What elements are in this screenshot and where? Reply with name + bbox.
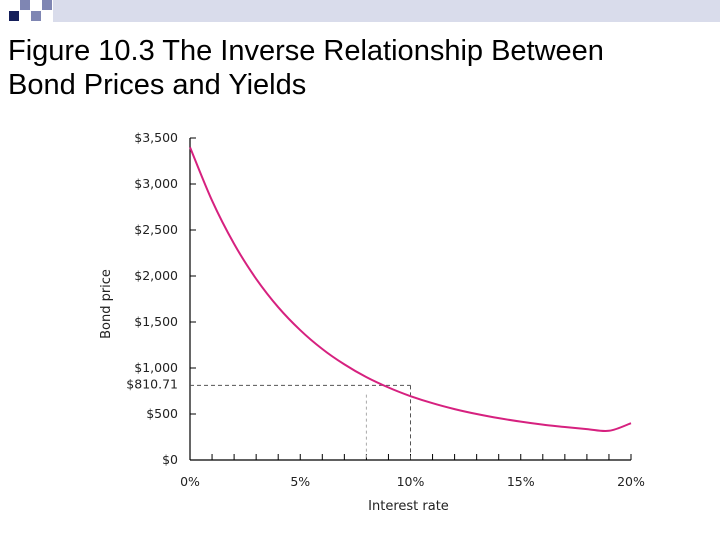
slide-title: Figure 10.3 The Inverse Relationship Bet… (8, 35, 604, 101)
y-tick-label: $1,000 (134, 360, 178, 375)
x-tick-label: 15% (507, 474, 535, 489)
x-tick-label: 20% (617, 474, 645, 489)
y-tick-label: $500 (146, 406, 178, 421)
title-decoration (0, 0, 720, 22)
y-tick-label: $3,000 (134, 176, 178, 191)
x-tick-label: 5% (290, 474, 310, 489)
y-axis-title: Bond price (99, 269, 114, 339)
y-tick-label: $2,000 (134, 268, 178, 283)
x-tick-label: 10% (397, 474, 425, 489)
x-tick-label: 0% (180, 474, 200, 489)
y-tick-label: $1,500 (134, 314, 178, 329)
highlight-price-label: $810.71 (126, 376, 178, 391)
y-tick-label: $3,500 (134, 130, 178, 145)
x-axis-title: Interest rate (368, 499, 449, 514)
bond-price-curve (189, 146, 632, 433)
y-tick-label: $2,500 (134, 222, 178, 237)
y-tick-label: $0 (162, 452, 178, 467)
